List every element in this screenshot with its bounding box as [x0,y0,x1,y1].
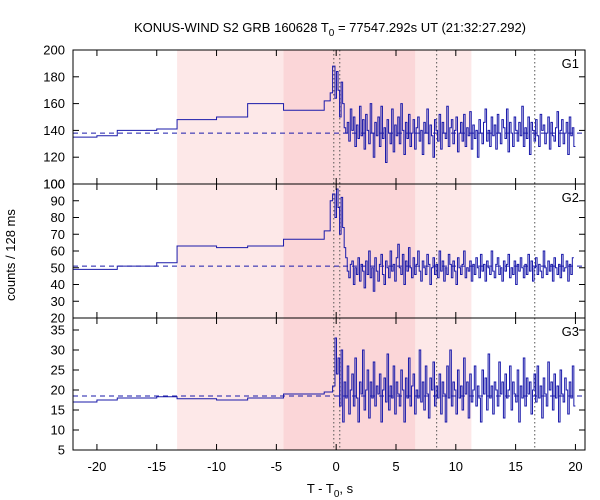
x-tick-label: -5 [271,459,283,474]
panel-frames: 100120140160180200G12030405060708090100G… [43,43,586,458]
title-suffix: = 77547.292s UT (21:32:27.292) [334,20,526,35]
x-axis-label: T - T0, s [307,481,354,500]
y-tick-label-g3: 30 [51,343,65,358]
x-tick-label: -10 [207,459,226,474]
y-tick-label-g3: 25 [51,363,65,378]
title-subscript: 0 [329,28,335,39]
panel-g1 [73,65,585,164]
y-tick-label-g2: 40 [51,277,65,292]
y-tick-label-g2: 20 [51,311,65,326]
x-tick-label: 20 [568,459,582,474]
panel-label-g1: G1 [562,56,579,71]
y-tick-label-g1: 140 [43,123,65,138]
panel-label-g2: G2 [562,190,579,205]
y-tick-label-g2: 60 [51,244,65,259]
series-line-g1 [73,65,576,164]
y-tick-label-g1: 160 [43,96,65,111]
y-tick-label-g3: 20 [51,383,65,398]
xlabel-suffix: , s [339,481,353,496]
y-tick-label-g2: 50 [51,260,65,275]
y-tick-label-g2: 100 [43,177,65,192]
y-tick-label-g3: 10 [51,423,65,438]
series-line-g3 [73,337,576,423]
chart-title: KONUS-WIND S2 GRB 160628 T0 = 77547.292s… [134,20,526,39]
y-tick-label-g1: 120 [43,150,65,165]
panel-label-g3: G3 [562,324,579,339]
y-tick-label-g2: 90 [51,193,65,208]
x-tick-label: 10 [449,459,463,474]
y-tick-label-g1: 100 [43,177,65,192]
x-tick-label: -20 [88,459,107,474]
panel-frame-g3 [72,317,586,451]
y-tick-label-g2: 70 [51,227,65,242]
y-axis-label: counts / 128 ms [3,209,18,301]
y-tick-label-g2: 80 [51,210,65,225]
panel-g2 [73,188,585,292]
y-tick-label-g3: 15 [51,403,65,418]
y-tick-label-g1: 200 [43,43,65,58]
x-axis-ticks: -20 -15 -10 -5 0 5 10 15 20 [88,459,583,474]
title-prefix: KONUS-WIND S2 GRB 160628 T [134,20,329,35]
y-tick-label-g3: 35 [51,323,65,338]
y-tick-label-g1: 180 [43,69,65,84]
y-tick-label-g3: 5 [58,443,65,458]
y-tick-label-g2: 30 [51,294,65,309]
x-tick-label: 0 [333,459,340,474]
panels [73,65,585,423]
panel-g3 [73,337,585,423]
xlabel-prefix: T - T [307,481,334,496]
xlabel-subscript: 0 [334,489,340,500]
x-tick-label: -15 [147,459,166,474]
x-tick-label: 5 [392,459,399,474]
x-tick-label: 15 [508,459,522,474]
series-line-g2 [73,188,574,292]
